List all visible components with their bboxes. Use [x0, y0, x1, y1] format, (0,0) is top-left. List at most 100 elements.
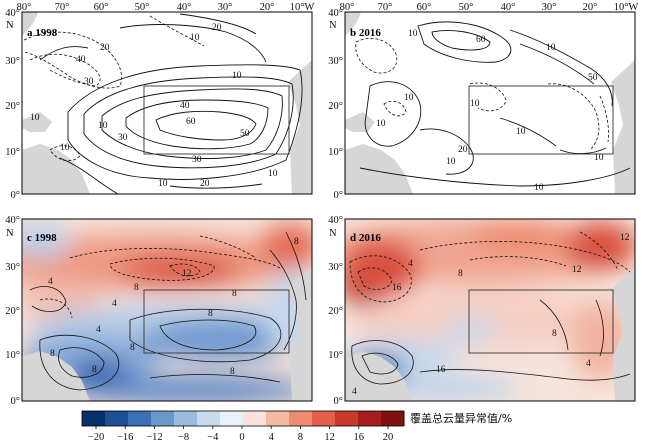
panel-c-land-south-america	[22, 351, 90, 401]
panel-d: 4 16 8 12 8 4 12 16 4 d 2016	[344, 218, 636, 402]
panel-a-land-north-america	[22, 12, 38, 36]
lon-tick-label: 80°	[17, 2, 32, 13]
colorbar-cell	[151, 411, 175, 426]
colorbar-cells	[82, 411, 405, 426]
lat-tick-label: 10°	[328, 350, 343, 361]
contour-label: 10	[158, 179, 168, 189]
contour-label: 10	[534, 183, 544, 193]
contour-label: 10	[546, 43, 556, 53]
colorbar-tick-label: 0	[239, 432, 244, 443]
lon-tick-label: 40°	[501, 2, 516, 13]
panel-c-contours-positive	[29, 231, 307, 391]
colorbar-cell	[312, 411, 336, 426]
lon-tick-label: 20°	[260, 2, 275, 13]
panel-d-land-africa	[611, 267, 635, 401]
panel-c-frame	[21, 218, 313, 402]
panel-c-map: 4 8 8 12 8 8 4 8 8 8 8 4	[22, 222, 312, 401]
contour-label: 20	[212, 23, 222, 33]
colorbar-cell	[105, 411, 129, 426]
lat-tick-label: 20°	[5, 101, 20, 112]
lat-tick-label: 30°	[328, 262, 343, 273]
lat-unit-label: N	[329, 228, 337, 239]
contour-label: 8	[552, 329, 557, 339]
contour-label: 50	[240, 129, 250, 139]
lat-axis-top-left: 40° N 30° 20° 10° 0°	[5, 8, 20, 201]
lon-tick-label: 50°	[135, 2, 150, 13]
lon-tick-label: 60°	[94, 2, 109, 13]
contour-label: 40	[76, 55, 86, 65]
panel-a-label: a 1998	[27, 27, 58, 39]
panel-b-map: 10 60 10 10 50 10 10 10 10 20 10 10	[345, 12, 635, 194]
contour-label: 20	[200, 179, 210, 189]
panel-c: 4 8 8 12 8 8 4 8 8 8 8 4 c 1998	[21, 218, 313, 402]
colorbar-tick-label: 4	[269, 432, 275, 443]
contour-label: 10	[470, 99, 480, 109]
panel-a-contours-positive	[39, 13, 303, 194]
contour-label: 10	[60, 143, 70, 153]
panel-b-label: b 2016	[350, 27, 381, 39]
panel-a-map: 20 40 30 10 40 60 50 30 10 30 20 10 10 1…	[22, 12, 312, 194]
lat-tick-label: 40°	[328, 8, 343, 19]
lat-tick-label: 30°	[5, 262, 20, 273]
contour-label: 30	[192, 155, 202, 165]
colorbar-frame	[81, 410, 405, 427]
panel-b-contour-labels: 10 60 10 10 50 10 10 10 10 20 10 10	[376, 29, 604, 193]
colorbar-tick-label: −16	[117, 432, 133, 443]
lat-tick-label: 20°	[5, 306, 20, 317]
panel-a-frame	[21, 11, 313, 195]
contour-label: 8	[92, 365, 97, 375]
colorbar-cell	[243, 411, 267, 426]
panel-a-land-caribbean	[22, 112, 52, 132]
lat-tick-label: 10°	[5, 350, 20, 361]
lon-axis-right: 80° 70° 60° 50° 40° 30° 20° 10°W	[340, 2, 639, 13]
contour-label: 60	[476, 35, 486, 45]
lon-tick-label: 60°	[417, 2, 432, 13]
contour-label: 10	[98, 121, 108, 131]
panel-c-land-africa	[288, 267, 312, 401]
panel-d-focus-box	[468, 289, 614, 354]
panel-d-shading	[345, 220, 635, 400]
panel-d-contours-positive	[351, 299, 631, 385]
contour-label: 4	[112, 299, 117, 309]
lat-unit-label: N	[6, 228, 14, 239]
lon-tick-label: 30°	[218, 2, 233, 13]
colorbar-cell	[82, 411, 106, 426]
panel-b-contours-positive	[359, 21, 631, 187]
contour-label: 4	[586, 359, 591, 369]
contour-label: 40	[180, 101, 190, 111]
colorbar-tick-label: 8	[298, 432, 303, 443]
lat-tick-label: 0°	[11, 190, 20, 201]
panel-a-contour-labels: 20 40 30 10 40 60 50 30 10 30 20 10 10 1…	[30, 23, 278, 189]
contour-label: 10	[190, 33, 200, 43]
lon-tick-label: 80°	[340, 2, 355, 13]
panel-b: 10 60 10 10 50 10 10 10 10 20 10 10 b 20…	[344, 11, 636, 195]
lon-tick-label: 50°	[459, 2, 474, 13]
panel-d-frame	[344, 218, 636, 402]
colorbar-cell	[128, 411, 152, 426]
colorbar-tick-label: −12	[146, 432, 162, 443]
contour-label: 10	[232, 71, 242, 81]
contour-label: 30	[118, 133, 128, 143]
panel-b-contours-negative	[355, 38, 609, 151]
panel-a: 20 40 30 10 40 60 50 30 10 30 20 10 10 1…	[21, 11, 313, 195]
lon-axis-left: 80° 70° 60° 50° 40° 30° 20° 10°W	[17, 2, 315, 13]
contour-label: 4	[352, 387, 357, 397]
contour-label: 4	[96, 325, 101, 335]
colorbar-tick-label: −20	[88, 432, 104, 443]
panel-d-label: d 2016	[350, 232, 381, 244]
lon-tick-label: 40°	[177, 2, 192, 13]
panel-a-contours-negative	[23, 15, 205, 162]
lon-tick-label: 10°W	[614, 2, 639, 13]
lat-tick-label: 10°	[328, 147, 343, 158]
contour-label: 4	[48, 277, 53, 287]
contour-label: 10	[376, 119, 386, 129]
contour-label: 12	[620, 233, 630, 243]
panel-b-land-caribbean	[345, 112, 375, 132]
contour-label: 10	[594, 153, 604, 163]
contour-label: 12	[182, 269, 192, 279]
colorbar-title: 覆盖总云量异常值/%	[410, 411, 512, 425]
colorbar-tick-label: −8	[178, 432, 189, 443]
lon-tick-label: 70°	[55, 2, 70, 13]
lat-tick-label: 40°	[5, 8, 20, 19]
